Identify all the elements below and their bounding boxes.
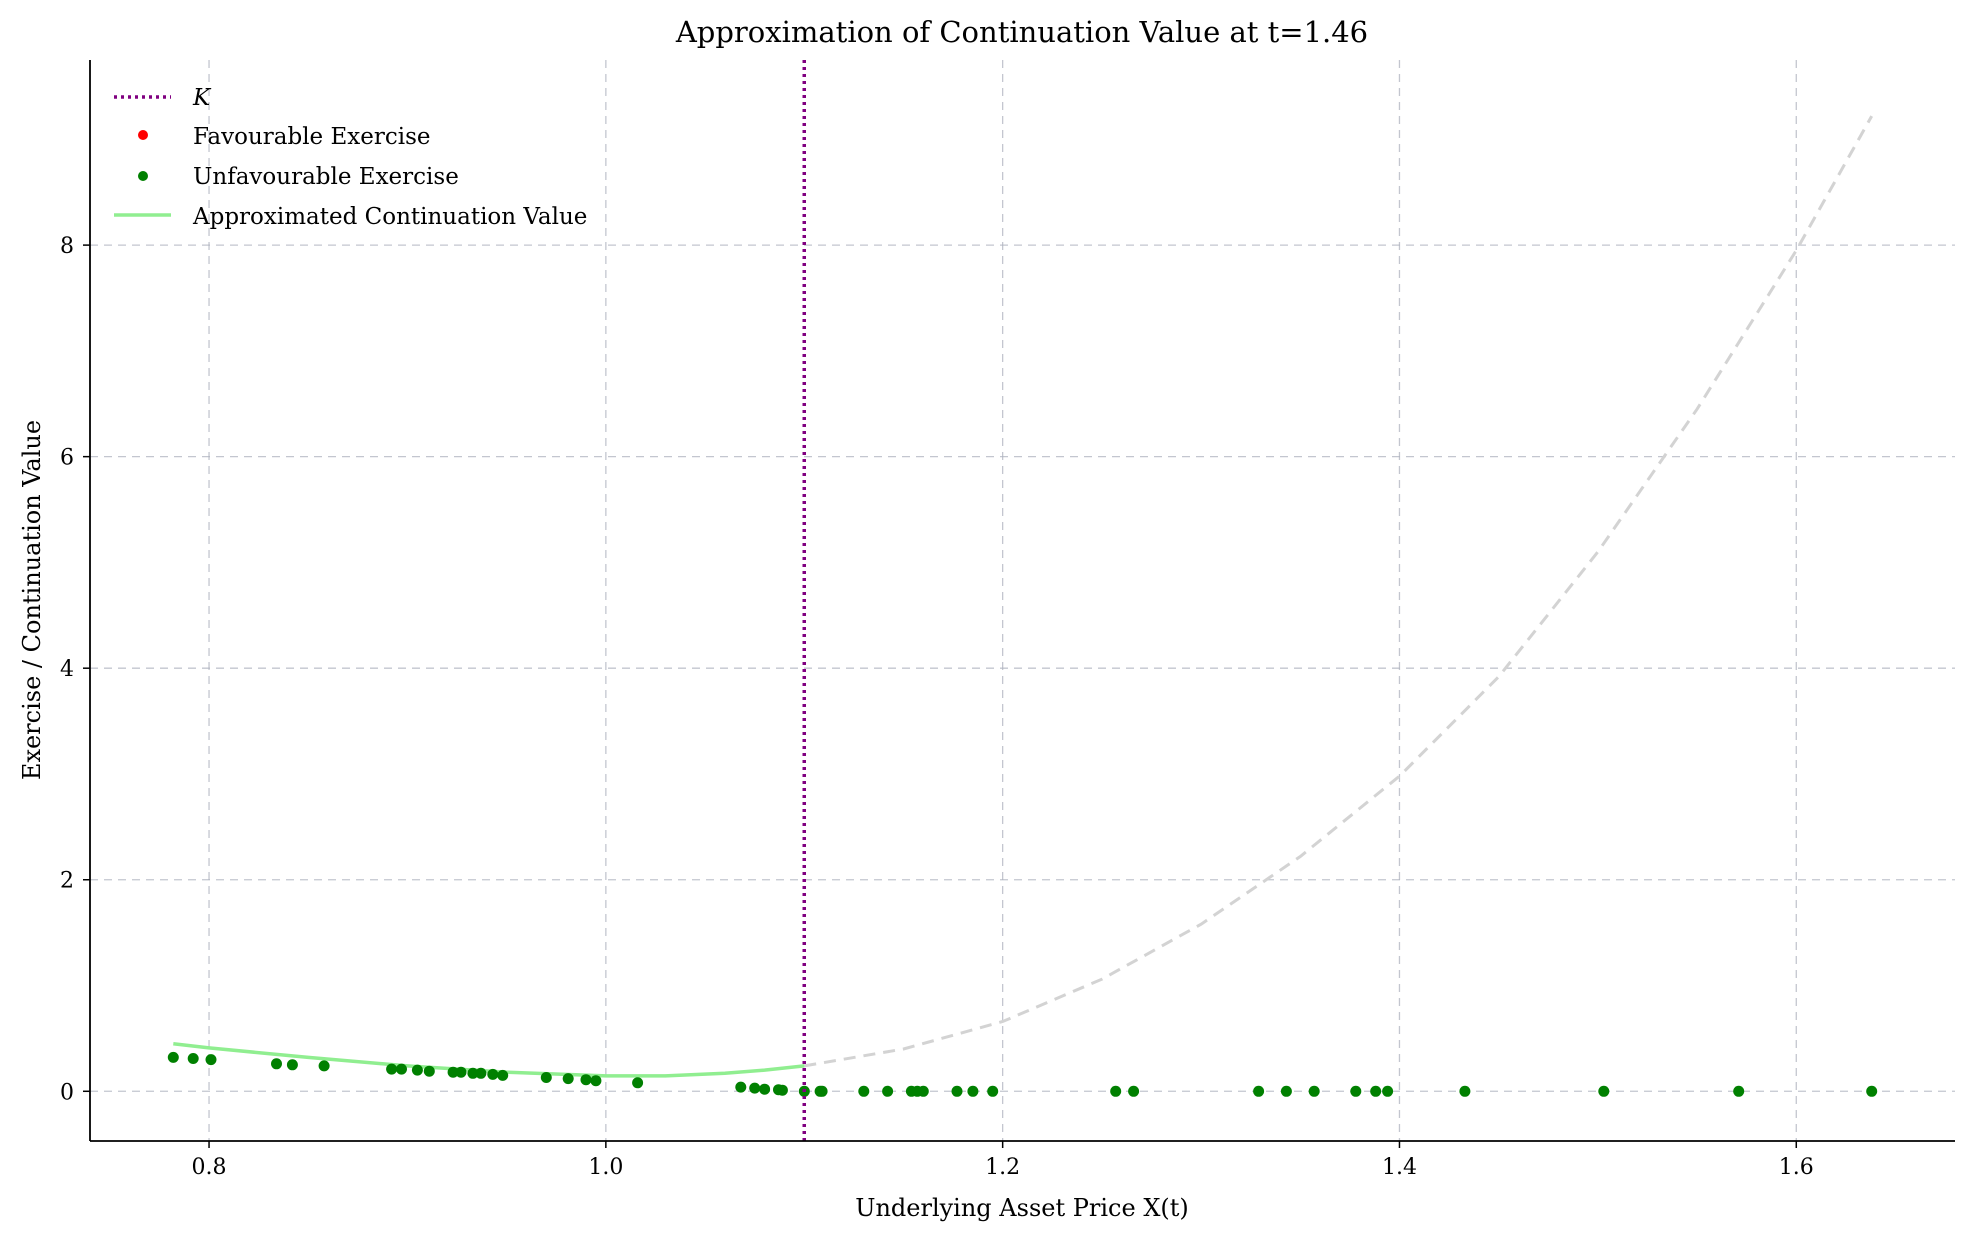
unfavourable-exercise-point [1308,1085,1320,1097]
unfavourable-exercise-point [858,1085,870,1097]
unfavourable-exercise-point [632,1077,644,1089]
unfavourable-exercise-point [205,1054,217,1066]
unfavourable-exercise-point [286,1059,298,1071]
x-tick-label: 1.6 [1779,1155,1814,1180]
legend-favourable-label: Favourable Exercise [193,124,431,150]
continuation-value-line [173,1041,805,1078]
unfavourable-exercise-point [816,1085,828,1097]
x-tick-label: 1.0 [588,1155,623,1180]
unfavourable-exercise-point [1128,1085,1140,1097]
y-ticks: 0 2 4 6 8 [60,234,90,1105]
unfavourable-exercise-point [1110,1085,1122,1097]
unfavourable-exercise-point [1866,1085,1878,1097]
unfavourable-exercise-point [1370,1085,1382,1097]
x-tick-label: 0.8 [192,1155,227,1180]
unfavourable-exercise-point [187,1053,199,1064]
chart-title: Approximation of Continuation Value at t… [675,15,1368,49]
unfavourable-exercise-point [917,1085,929,1097]
unfavourable-exercise-point [590,1075,602,1087]
unfavourable-exercise-point [475,1067,487,1079]
y-tick-label: 0 [60,1080,74,1105]
unfavourable-exercise-point [411,1064,423,1076]
unfavourable-exercise-point [167,1051,179,1063]
scatter-points-layer [167,1051,1878,1097]
unfavourable-exercise-point [1382,1085,1394,1097]
unfavourable-exercise-point [396,1063,407,1075]
unfavourable-exercise-point [562,1073,574,1085]
y-tick-label: 2 [60,869,74,894]
x-tick-label: 1.2 [985,1155,1020,1180]
legend-unfavourable-label: Unfavourable Exercise [193,164,459,190]
legend: K Favourable Exercise Unfavourable Exerc… [114,85,587,230]
x-tick-label: 1.4 [1382,1155,1417,1180]
unfavourable-exercise-point [386,1063,398,1075]
unfavourable-exercise-point [967,1085,979,1097]
unfavourable-exercise-point [1733,1085,1745,1097]
continuation-extension-line [804,115,1874,1068]
unfavourable-exercise-point [1350,1085,1362,1097]
x-axis-label: Underlying Asset Price X(t) [855,1194,1189,1222]
legend-unfavourable-swatch [138,171,148,181]
grid-lines [90,60,1955,1141]
unfavourable-exercise-point [735,1081,747,1093]
y-axis-label: Exercise / Continuation Value [18,420,46,780]
y-tick-label: 4 [60,657,74,682]
y-tick-label: 8 [60,234,74,259]
unfavourable-exercise-point [1253,1085,1265,1097]
unfavourable-exercise-point [423,1065,435,1077]
unfavourable-exercise-point [580,1074,592,1086]
unfavourable-exercise-point [447,1066,459,1078]
legend-strike-label: K [192,85,212,111]
unfavourable-exercise-point [1598,1085,1610,1097]
unfavourable-exercise-point [487,1068,499,1080]
continuation-extension-layer [804,115,1874,1068]
unfavourable-exercise-point [987,1085,999,1097]
unfavourable-exercise-point [467,1067,479,1079]
continuation-curve-layer [173,1041,805,1078]
unfavourable-exercise-point [1459,1085,1471,1097]
unfavourable-exercise-point [318,1060,330,1072]
unfavourable-exercise-point [882,1085,894,1097]
legend-continuation-label: Approximated Continuation Value [192,204,587,230]
unfavourable-exercise-point [749,1082,761,1094]
unfavourable-exercise-point [951,1085,963,1097]
y-tick-label: 6 [60,446,74,471]
unfavourable-exercise-point [271,1058,282,1070]
unfavourable-exercise-point [540,1072,552,1083]
unfavourable-exercise-point [776,1084,788,1096]
x-ticks: 0.8 1.0 1.2 1.4 1.6 [192,1141,1814,1180]
legend-favourable-swatch [138,130,148,140]
unfavourable-exercise-point [455,1066,467,1078]
axes [89,60,1955,1142]
unfavourable-exercise-point [1280,1085,1292,1097]
unfavourable-exercise-point [759,1083,771,1095]
unfavourable-exercise-point [497,1069,509,1081]
